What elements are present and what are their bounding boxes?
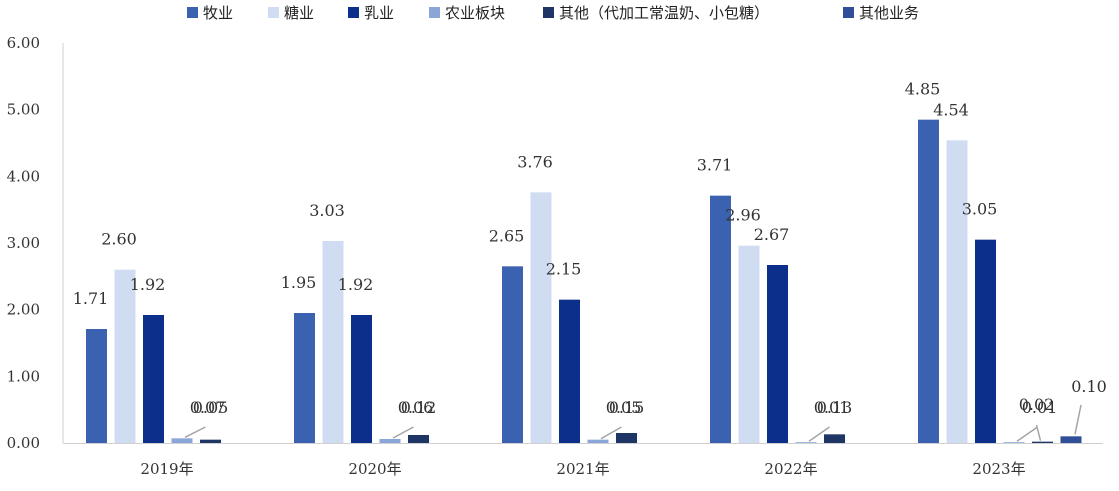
data-label: 1.92 bbox=[130, 275, 166, 294]
leader-line bbox=[392, 426, 414, 439]
leader-line bbox=[1016, 426, 1038, 442]
bar[interactable] bbox=[918, 119, 939, 444]
leader-line bbox=[184, 426, 206, 439]
bar[interactable] bbox=[587, 439, 609, 443]
leader-line bbox=[1074, 404, 1082, 435]
data-label: 0.12 bbox=[401, 398, 437, 417]
leader-line bbox=[808, 426, 830, 442]
bar[interactable] bbox=[767, 265, 788, 443]
data-label: 3.76 bbox=[517, 152, 553, 171]
legend-swatch bbox=[268, 7, 279, 18]
bar[interactable] bbox=[322, 241, 344, 443]
bar[interactable] bbox=[738, 245, 760, 443]
data-label: 1.95 bbox=[281, 273, 317, 292]
bar[interactable] bbox=[710, 195, 731, 443]
data-label: 1.92 bbox=[338, 275, 374, 294]
data-label: 0.07 bbox=[190, 398, 226, 417]
legend-swatch bbox=[543, 7, 554, 18]
bar[interactable] bbox=[824, 434, 845, 443]
bar[interactable] bbox=[379, 439, 401, 443]
data-label: 0.13 bbox=[817, 398, 853, 417]
y-tick-label: 1.00 bbox=[7, 367, 40, 385]
data-label: 0.01 bbox=[814, 398, 850, 417]
data-label: 0.15 bbox=[609, 398, 645, 417]
bar[interactable] bbox=[502, 266, 523, 443]
y-tick-label: 2.00 bbox=[7, 301, 40, 319]
legend-label: 糖业 bbox=[284, 4, 314, 22]
bar[interactable] bbox=[559, 299, 580, 443]
data-label: 3.71 bbox=[697, 156, 733, 175]
x-tick-label: 2019年 bbox=[140, 460, 193, 478]
x-tick-label: 2021年 bbox=[556, 460, 609, 478]
data-label: 2.15 bbox=[546, 260, 582, 279]
bar[interactable] bbox=[530, 192, 552, 443]
y-tick-label: 5.00 bbox=[7, 101, 40, 119]
data-label: 0.05 bbox=[606, 398, 642, 417]
bar[interactable] bbox=[200, 439, 221, 443]
legend-swatch bbox=[348, 7, 359, 18]
bar[interactable] bbox=[171, 438, 193, 443]
data-label: 2.67 bbox=[754, 225, 790, 244]
bar[interactable] bbox=[294, 313, 315, 443]
data-label: 4.54 bbox=[933, 100, 969, 119]
bar[interactable] bbox=[143, 315, 164, 443]
bar[interactable] bbox=[408, 435, 429, 443]
bar[interactable] bbox=[616, 433, 637, 443]
legend-label: 其他（代加工常温奶、小包糖） bbox=[559, 4, 769, 22]
data-label: 2.96 bbox=[725, 206, 761, 225]
leader-line bbox=[600, 426, 622, 440]
bar[interactable] bbox=[114, 269, 136, 443]
legend-label: 牧业 bbox=[203, 4, 233, 22]
y-tick-label: 3.00 bbox=[7, 234, 40, 252]
x-tick-label: 2023年 bbox=[972, 460, 1025, 478]
bar[interactable] bbox=[86, 329, 107, 443]
legend-swatch bbox=[429, 7, 440, 18]
legend-label: 其他业务 bbox=[859, 4, 919, 22]
y-tick-label: 4.00 bbox=[7, 167, 40, 185]
y-tick-label: 6.00 bbox=[7, 34, 40, 52]
x-tick-label: 2022年 bbox=[764, 460, 817, 478]
bar[interactable] bbox=[1032, 441, 1053, 443]
data-label: 3.03 bbox=[309, 201, 345, 220]
bar[interactable] bbox=[795, 442, 817, 443]
data-label: 2.60 bbox=[101, 230, 137, 249]
y-tick-label: 0.00 bbox=[7, 434, 40, 452]
bar[interactable] bbox=[975, 239, 996, 443]
data-label: 0.05 bbox=[193, 398, 229, 417]
bar[interactable] bbox=[1060, 436, 1082, 443]
x-tick-label: 2020年 bbox=[348, 460, 401, 478]
leader-line bbox=[1035, 424, 1042, 441]
legend-swatch bbox=[843, 7, 854, 18]
data-label: 1.71 bbox=[73, 289, 109, 308]
bar[interactable] bbox=[946, 140, 968, 444]
bar[interactable] bbox=[1003, 442, 1025, 443]
data-label: 0.02 bbox=[1019, 395, 1055, 414]
data-label: 0.06 bbox=[398, 398, 434, 417]
legend-swatch bbox=[187, 7, 198, 18]
data-label: 3.05 bbox=[962, 200, 998, 219]
legend-label: 乳业 bbox=[364, 4, 394, 22]
data-label: 0.10 bbox=[1071, 377, 1107, 396]
data-label: 2.65 bbox=[489, 226, 525, 245]
data-label: 4.85 bbox=[905, 80, 941, 99]
bar[interactable] bbox=[351, 315, 372, 443]
legend-label: 农业板块 bbox=[445, 4, 505, 22]
data-label: 0.01 bbox=[1022, 398, 1058, 417]
